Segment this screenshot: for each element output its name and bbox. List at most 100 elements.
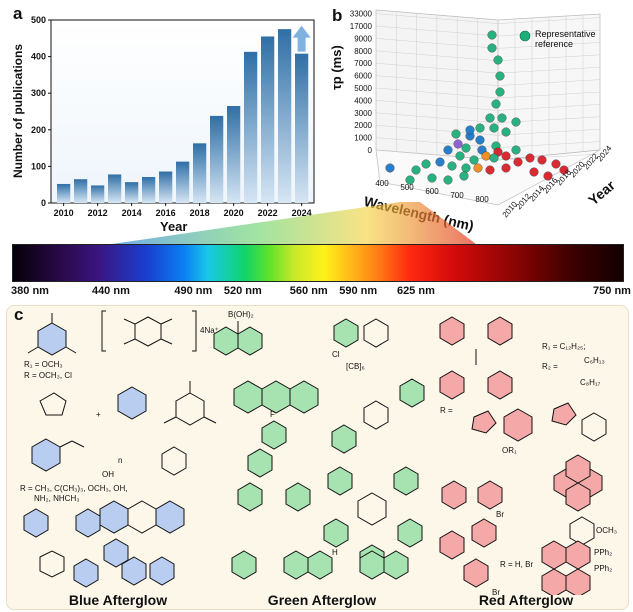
scatter-point	[411, 165, 421, 175]
methoxy-red-label: OCH₃	[596, 526, 617, 535]
scatter-point	[543, 171, 553, 181]
ytick-label: 0	[368, 146, 373, 155]
red-afterglow-title: Red Afterglow	[478, 592, 574, 608]
blue-r1b-label: R = OCH₃, Cl	[24, 371, 72, 380]
bromophenol-ring-1	[471, 518, 497, 548]
tetraphenylethylene-ring-2	[487, 316, 513, 346]
phenyl-benzoate-ring-2	[75, 508, 101, 538]
scatter-point	[501, 151, 511, 161]
scatter-point	[513, 157, 523, 167]
trend-arrow-icon	[292, 25, 311, 52]
green-structures	[213, 318, 425, 580]
scatter-point	[497, 113, 507, 123]
xtick-label: 2016	[156, 208, 176, 218]
blue-rlist1-label: R = CH₃, C(CH₃)₃, OCH₃, OH,	[20, 484, 127, 493]
hexathio-aryl-3	[323, 518, 349, 548]
xtick-label: 2024	[292, 208, 312, 218]
panel-c-letter: c	[14, 305, 24, 324]
scatter-point	[511, 145, 521, 155]
boronic-label: B(OH)₂	[228, 310, 254, 319]
tetraphenylethylene-ring-4	[487, 370, 513, 400]
scatter-point	[481, 151, 491, 161]
spectrum-label-490: 490 nm	[174, 285, 213, 297]
scatter-point	[435, 157, 445, 167]
spectrum-label-560: 560 nm	[289, 285, 328, 297]
ytick-label: 4000	[354, 96, 372, 105]
scatter-point	[511, 117, 521, 127]
r-equals-label: R =	[440, 406, 453, 415]
hydantoin-ring	[39, 392, 67, 416]
legend	[519, 30, 531, 42]
tetraphenylethylene-ring-3	[439, 370, 465, 400]
hexathio-aryl-1	[327, 466, 353, 496]
panel-a-xlabel: Year	[160, 219, 188, 234]
bar-2020	[227, 106, 241, 203]
spectrum-fan	[112, 202, 476, 244]
benzothiadiazole-ring	[503, 408, 533, 442]
hexathiobenzene-core	[357, 492, 387, 526]
scatter-point	[421, 159, 431, 169]
binap-ring-4	[565, 568, 591, 595]
panel-b-ylabel: τp (ms)	[329, 45, 344, 90]
xanthene-ring-3	[289, 380, 319, 414]
xtick-label: 500	[400, 183, 414, 192]
panel-b-chart: 0 1000 2000 3000 4000 5000 6000 7000 8000 9000 170…	[350, 10, 614, 220]
scatter-point	[427, 173, 437, 183]
scatter-point	[487, 43, 497, 53]
scatter-point	[453, 139, 463, 149]
bar-2014	[125, 182, 139, 203]
dinaphthylamine-ring-1	[283, 550, 309, 580]
scatter-point	[447, 161, 457, 171]
bar-2017	[176, 161, 190, 203]
xtick-label: 2014	[122, 208, 142, 218]
thiophenyl-ring-1	[331, 424, 357, 454]
scatter-point	[495, 87, 505, 97]
bar-2021	[244, 51, 258, 204]
blue-structures	[23, 310, 217, 588]
ytick-label: 33000	[350, 10, 373, 19]
xtick-label: 700	[450, 191, 464, 200]
legend-marker	[519, 30, 531, 42]
bis-dimethylaminophenyl-ring-2	[149, 556, 175, 586]
bf2-ring	[39, 550, 65, 578]
sulfonate-ring	[439, 530, 465, 560]
ytick-label: 5000	[354, 84, 372, 93]
naphthyl-boronic-ring-2	[237, 326, 263, 356]
scatter-point	[459, 171, 469, 181]
cb6-label: [CB]₆	[346, 362, 365, 371]
spectrum-label-520: 520 nm	[223, 285, 262, 297]
visible-spectrum-bar	[12, 244, 624, 282]
pyromellitate-ring	[134, 316, 162, 347]
ytick-label: 1000	[354, 134, 372, 143]
sodium-label: 4Na⁺	[200, 326, 219, 335]
scatter-point	[489, 123, 499, 133]
bar-2015	[142, 177, 156, 203]
amine-label: H	[332, 548, 338, 557]
dmap-green-ring	[231, 550, 257, 580]
thiophene-ring-2	[551, 402, 577, 426]
scatter-point	[385, 163, 395, 173]
xanthene-ring-2	[261, 380, 291, 414]
scatter-point	[451, 129, 461, 139]
bromo-label-1: Br	[496, 510, 504, 519]
fluorophenyl-ring	[261, 420, 287, 450]
scatter-point	[485, 165, 495, 175]
ytick-label: 300	[31, 88, 46, 98]
blue-rlist2-label: NH₂, NHCH₃	[34, 494, 79, 503]
bromo-label-2: Br	[492, 588, 500, 595]
trimesic-acid-ring	[175, 392, 205, 426]
xtick-label: 2012	[88, 208, 108, 218]
dinaphthylamine-ring-2	[307, 550, 333, 580]
legend-label: Representative reference	[535, 29, 596, 49]
benzophenone-ring-2	[477, 480, 503, 510]
phenothiazine-ring-1	[99, 500, 129, 534]
scatter-point	[487, 30, 497, 40]
red-structures	[439, 316, 607, 595]
scatter-point	[443, 175, 453, 185]
phenothiazine-green-1	[237, 482, 263, 512]
phenothiazine-ring-2	[127, 500, 157, 534]
spectrum-label-590: 590 nm	[339, 285, 378, 297]
c8h17-label: C₈H₁₇	[580, 378, 601, 387]
methoxyphenyl-ring-2	[103, 538, 129, 568]
ytick-label: 8000	[354, 47, 372, 56]
